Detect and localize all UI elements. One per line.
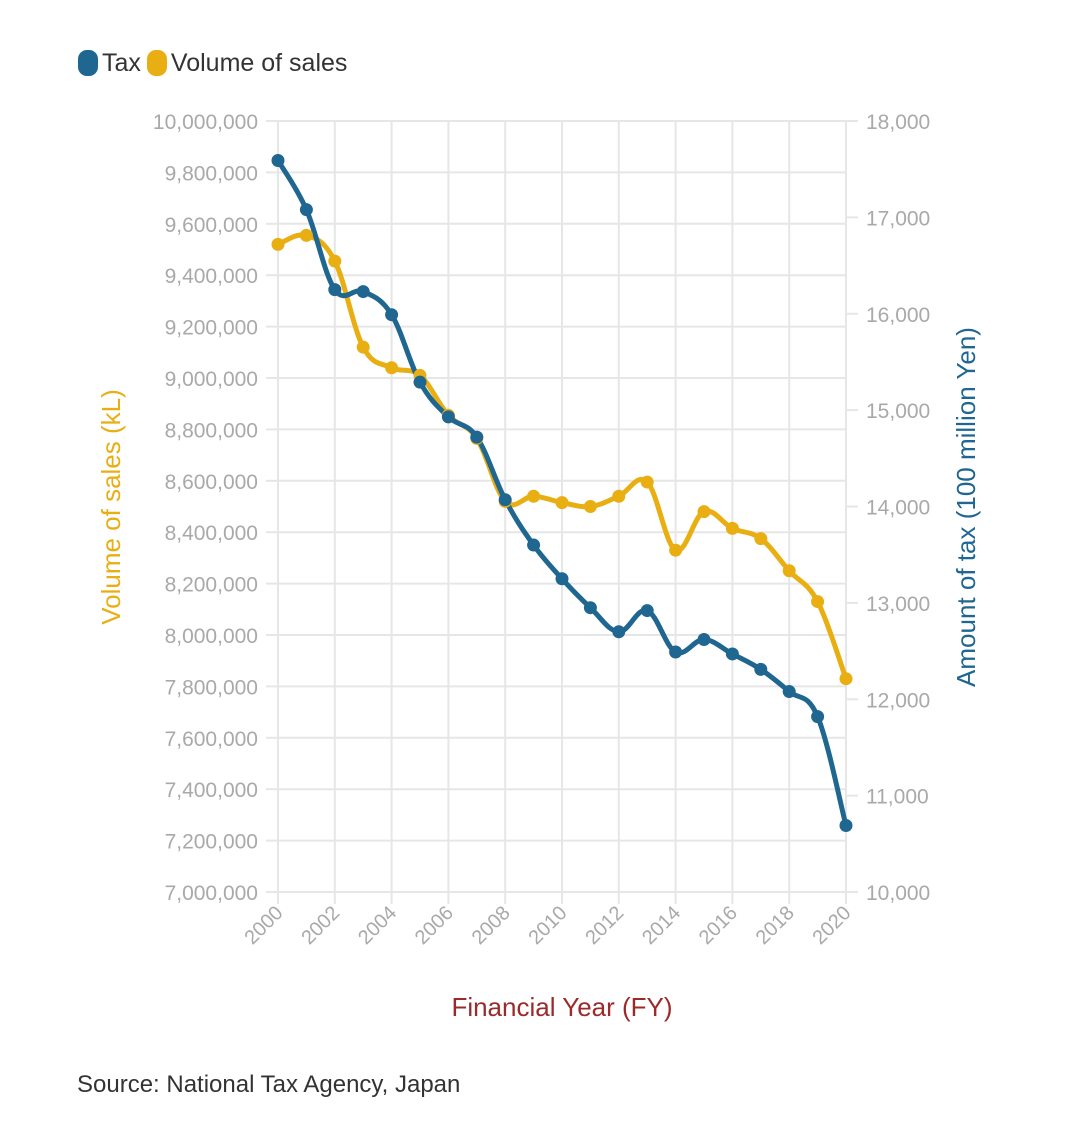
axis-labels: 7,000,000 7,200,000 7,400,000 7,600,000 7,80… bbox=[96, 111, 981, 1022]
data-point-tax bbox=[612, 625, 626, 639]
legend-swatch-volume bbox=[146, 50, 167, 76]
x-tick-label: 2012 bbox=[581, 902, 628, 949]
y-left-tick-label: 9,400,000 bbox=[165, 265, 258, 288]
x-tick-label: 2010 bbox=[525, 902, 572, 949]
x-tick-label: 2016 bbox=[695, 902, 742, 949]
y-right-tick-label: 16,000 bbox=[866, 304, 930, 327]
data-point-tax bbox=[470, 430, 484, 444]
legend-item-volume[interactable]: Volume of sales bbox=[145, 48, 348, 78]
x-tick-label: 2014 bbox=[638, 902, 685, 949]
data-point-tax bbox=[498, 493, 512, 507]
data-point-volume bbox=[725, 521, 739, 535]
data-point-volume bbox=[782, 564, 796, 578]
x-tick-label: 2002 bbox=[297, 902, 344, 949]
x-tick-label: 2006 bbox=[411, 902, 458, 949]
y-left-tick-label: 7,600,000 bbox=[165, 728, 258, 751]
data-point-tax bbox=[413, 375, 427, 389]
line-chart: 7,000,000 7,200,000 7,400,000 7,600,000 7,80… bbox=[96, 111, 981, 1022]
y-left-axis-title: Volume of sales (kL) bbox=[96, 389, 126, 625]
y-left-tick-label: 7,400,000 bbox=[165, 779, 258, 802]
x-tick-label: 2008 bbox=[468, 902, 515, 949]
y-right-tick-label: 10,000 bbox=[866, 882, 930, 905]
x-tick-label: 2004 bbox=[354, 902, 401, 949]
data-point-volume bbox=[299, 228, 313, 242]
data-point-tax bbox=[782, 685, 796, 699]
y-right-axis-title: Amount of tax (100 million Yen) bbox=[951, 327, 981, 687]
y-left-tick-label: 9,200,000 bbox=[165, 317, 258, 340]
y-left-tick-label: 9,600,000 bbox=[165, 214, 258, 237]
y-right-tick-label: 13,000 bbox=[866, 593, 930, 616]
data-point-tax bbox=[299, 203, 313, 217]
data-point-volume bbox=[583, 500, 597, 513]
y-left-tick-label: 7,000,000 bbox=[165, 882, 258, 905]
legend-label-volume: Volume of sales bbox=[170, 48, 348, 77]
legend-label-tax: Tax bbox=[102, 48, 141, 77]
data-point-volume bbox=[385, 361, 399, 375]
y-left-tick-label: 9,000,000 bbox=[165, 368, 258, 391]
data-point-volume bbox=[527, 489, 541, 503]
data-point-tax bbox=[725, 647, 739, 661]
data-point-tax bbox=[697, 632, 711, 646]
y-left-tick-label: 9,800,000 bbox=[165, 162, 258, 185]
y-right-tick-label: 18,000 bbox=[866, 111, 930, 134]
chart-legend: Tax Volume of sales bbox=[76, 46, 347, 80]
x-tick-label: 2018 bbox=[752, 902, 799, 949]
data-point-tax bbox=[669, 645, 683, 659]
legend-swatch-tax bbox=[78, 50, 98, 76]
data-point-volume bbox=[328, 254, 342, 268]
data-point-volume bbox=[640, 475, 654, 489]
data-point-tax bbox=[583, 601, 597, 615]
y-left-tick-label: 8,400,000 bbox=[165, 522, 258, 545]
data-point-volume bbox=[612, 489, 626, 503]
y-left-tick-label: 8,800,000 bbox=[165, 419, 258, 442]
data-point-tax bbox=[555, 572, 569, 586]
data-point-volume bbox=[669, 543, 683, 557]
data-point-tax bbox=[754, 662, 768, 676]
y-left-tick-label: 8,600,000 bbox=[165, 471, 258, 494]
y-left-tick-label: 7,200,000 bbox=[165, 831, 258, 854]
legend-item-tax[interactable]: Tax bbox=[76, 49, 141, 78]
data-point-volume bbox=[697, 505, 711, 519]
data-point-volume bbox=[811, 595, 825, 609]
data-point-tax bbox=[811, 710, 825, 724]
y-right-tick-label: 14,000 bbox=[866, 497, 930, 520]
y-right-tick-label: 15,000 bbox=[866, 400, 930, 423]
data-point-tax bbox=[328, 283, 342, 297]
data-point-volume bbox=[839, 672, 853, 686]
source-note: Source: National Tax Agency, Japan bbox=[77, 1071, 461, 1098]
y-left-tick-label: 10,000,000 bbox=[153, 111, 258, 134]
y-right-tick-label: 12,000 bbox=[866, 689, 930, 712]
grid-lines bbox=[277, 120, 847, 893]
series-points bbox=[271, 154, 853, 833]
y-left-tick-label: 8,000,000 bbox=[165, 625, 258, 648]
y-left-tick-label: 8,200,000 bbox=[165, 574, 258, 597]
x-axis-title: Financial Year (FY) bbox=[451, 992, 672, 1022]
x-tick-label: 2020 bbox=[809, 902, 856, 949]
y-right-tick-label: 17,000 bbox=[866, 207, 930, 230]
data-point-tax bbox=[640, 604, 654, 618]
y-right-tick-label: 11,000 bbox=[866, 786, 929, 809]
axes bbox=[266, 120, 858, 904]
data-point-volume bbox=[356, 340, 370, 354]
data-point-tax bbox=[356, 285, 370, 299]
x-tick-label: 2000 bbox=[241, 902, 288, 949]
data-point-volume bbox=[271, 237, 285, 251]
data-point-tax bbox=[385, 308, 399, 322]
data-point-tax bbox=[527, 538, 541, 552]
data-point-tax bbox=[839, 819, 853, 833]
data-point-tax bbox=[441, 410, 455, 424]
data-point-tax bbox=[271, 154, 285, 168]
y-left-tick-label: 7,800,000 bbox=[165, 676, 258, 699]
data-point-volume bbox=[555, 496, 569, 510]
data-point-volume bbox=[754, 532, 768, 546]
